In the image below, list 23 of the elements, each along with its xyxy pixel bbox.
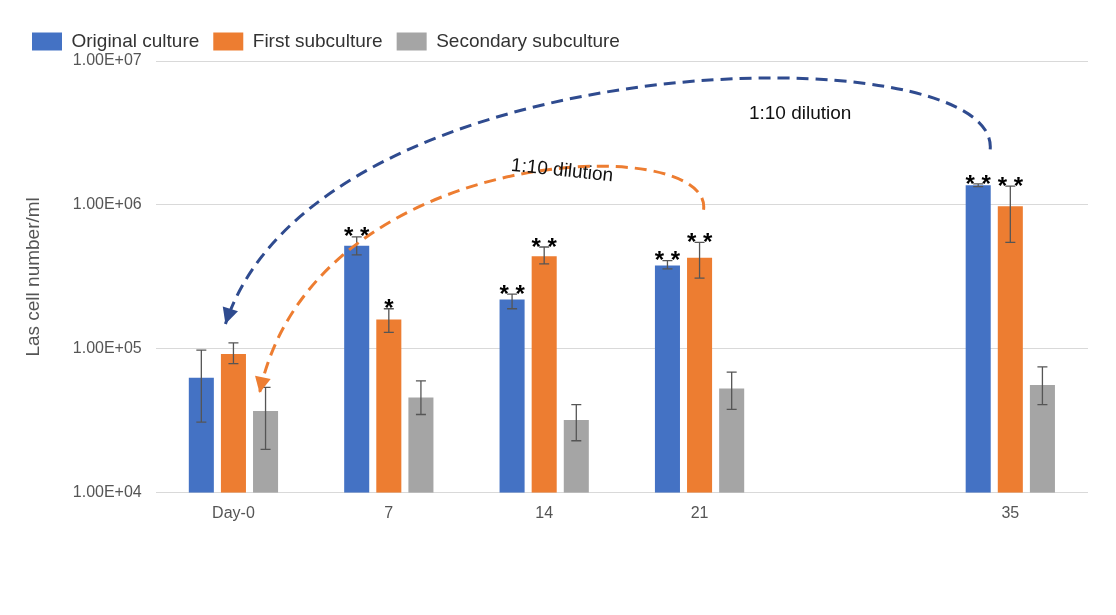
y-tick-label: 1.00E+04 <box>72 483 142 501</box>
annotation: 1:10 dilution <box>748 102 852 123</box>
data-label: * * <box>654 246 681 274</box>
x-tick-label: 7 <box>384 503 394 521</box>
data-label: * * <box>686 227 713 255</box>
data-label: * * <box>965 169 992 197</box>
annotation: 1:10 dilution <box>510 153 615 186</box>
x-tick-label: 14 <box>535 503 554 521</box>
y-axis-title: Las cell number/ml <box>21 197 43 357</box>
data-label: * * <box>499 279 526 307</box>
y-tick-label: 1.00E+05 <box>72 339 142 357</box>
data-label: * * <box>531 232 558 260</box>
x-tick-label: Day-0 <box>212 503 255 521</box>
legend-label: First subculture <box>252 29 383 51</box>
y-tick-label: 1.00E+06 <box>72 195 142 213</box>
legend-label: Secondary subculture <box>436 29 620 51</box>
data-label: * * <box>997 171 1024 199</box>
x-tick-label: 21 <box>690 503 709 521</box>
y-tick-label: 1.00E+07 <box>72 51 142 69</box>
data-label: * <box>384 294 395 322</box>
x-tick-label: 35 <box>1001 503 1020 521</box>
legend-label: Original culture <box>71 29 200 51</box>
data-label: * * <box>344 222 371 250</box>
